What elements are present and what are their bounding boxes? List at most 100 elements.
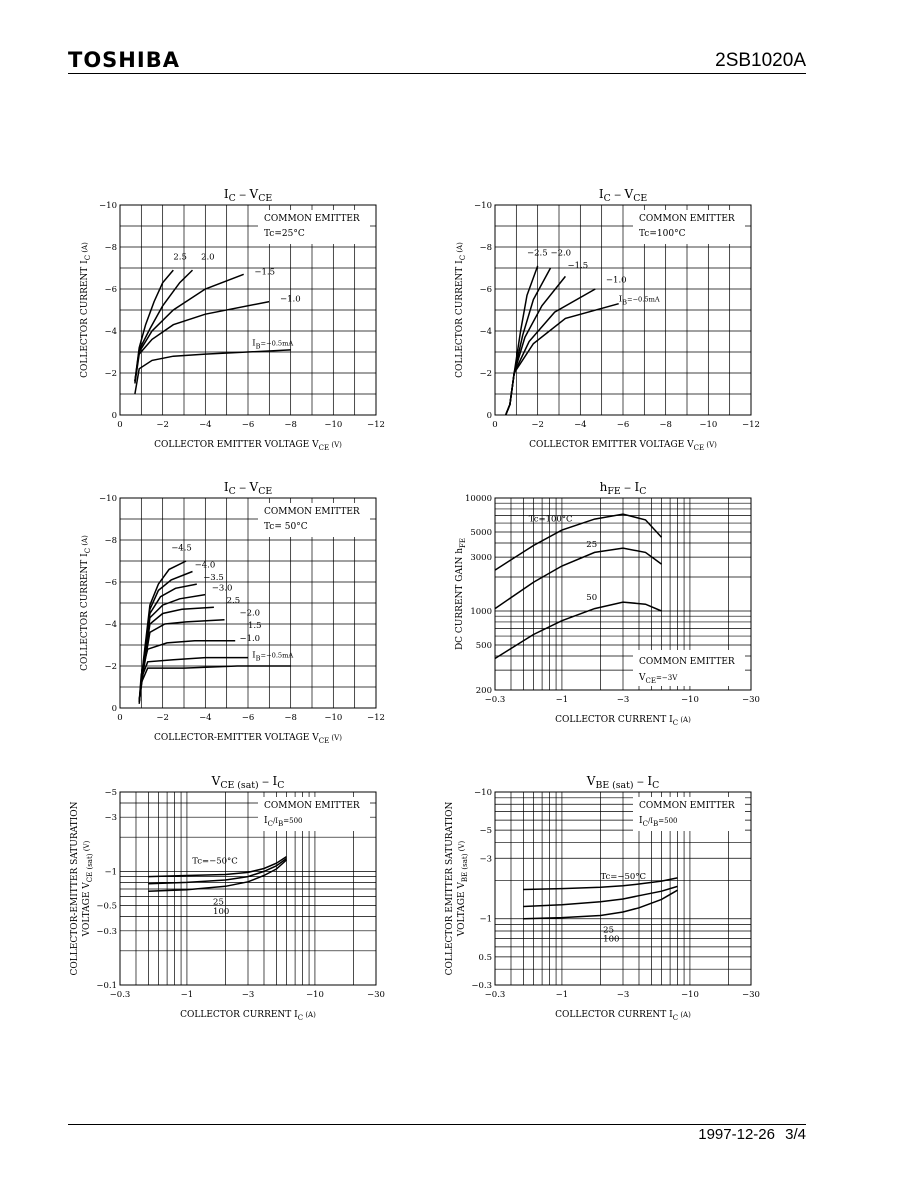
y-tick-label: 0.5 — [478, 953, 492, 963]
series-label: −2.5 — [527, 248, 548, 258]
annotation-text: COMMON EMITTER — [264, 801, 360, 811]
y-axis-label: COLLECTOR EMITTER SATURATION — [445, 801, 455, 975]
x-tick-label: −30 — [742, 990, 760, 1000]
annotation-bg — [633, 797, 745, 831]
x-tick-label: −2 — [531, 420, 544, 430]
x-tick-label: −8 — [284, 420, 297, 430]
series-label: 25 — [603, 925, 614, 935]
y-tick-label: −0.3 — [471, 981, 492, 991]
series-line-2 — [494, 601, 662, 660]
y-tick-label: −2 — [104, 369, 117, 379]
x-tick-label: 0 — [492, 420, 497, 430]
x-axis-label: COLLECTOR CURRENT IC (A) — [555, 715, 691, 727]
y-axis-label: COLLECTOR CURRENT IC (A) — [455, 242, 467, 378]
y-tick-label: −4 — [104, 327, 117, 337]
annotation-text: Tc=100°C — [639, 229, 686, 239]
series-label: 25 — [213, 898, 224, 908]
x-tick-label: −10 — [681, 695, 699, 705]
plot-frame — [494, 204, 752, 416]
y-tick-label: 0 — [112, 411, 117, 421]
series-line-2 — [148, 859, 287, 892]
plot-frame — [119, 497, 377, 709]
chart-title: IC − VCE — [599, 187, 648, 204]
series-label: IB=−0.5mA — [619, 295, 660, 307]
footer-page: 3/4 — [785, 1126, 806, 1143]
header-rule — [68, 73, 806, 74]
y-tick-label: 10000 — [465, 494, 492, 504]
x-axis-label: COLLECTOR CURRENT IC (A) — [555, 1010, 691, 1022]
annotation-bg — [633, 210, 745, 244]
annotation-bg — [258, 797, 370, 831]
x-tick-label: −10 — [681, 990, 699, 1000]
chart-title: VCE (sat) − IC — [211, 774, 285, 791]
y-tick-label: −3 — [104, 813, 117, 823]
chart-title: IC − VCE — [224, 480, 273, 497]
brand-logo: TOSHIBA — [68, 48, 180, 72]
series-label: −4.0 — [195, 560, 216, 570]
series-label: 2.0 — [201, 253, 215, 263]
ic-vce-chart-100c: 0 −2 −4 −6 −8 −10 −12 0 −2 −4 −6 −8 −10 IC − VCE COLLE… — [455, 187, 760, 452]
annotation-text: COMMON EMITTER — [639, 801, 735, 811]
y-tick-label: −0.1 — [96, 981, 117, 991]
annotation-text: IC/IB=500 — [639, 816, 678, 828]
series-label: −1.0 — [606, 276, 627, 286]
x-tick-label: −30 — [742, 695, 760, 705]
x-tick-label: −1 — [556, 695, 569, 705]
x-tick-label: −8 — [659, 420, 672, 430]
annotation-text: COMMON EMITTER — [639, 214, 735, 224]
series-label: 1.5 — [248, 621, 262, 631]
x-axis-label: COLLECTOR-EMITTER VOLTAGE VCE (V) — [154, 733, 342, 745]
series-label: 100 — [603, 935, 619, 945]
y-tick-label: −6 — [104, 285, 117, 295]
ic-vce-chart-25c: 0 −2 −4 −6 −8 −10 −12 0 −2 −4 −6 −8 −10 IC − VCE COLLE… — [80, 187, 385, 452]
y-tick-label: −6 — [104, 578, 117, 588]
series-label: 2.5 — [227, 596, 241, 606]
plot-frame — [494, 497, 752, 691]
y-tick-label: −3 — [479, 854, 492, 864]
ic-vce-chart-50c: 0 −2 −4 −6 −8 −10 −12 0 −2 −4 −6 −8 −10 IC − VCE COLLE… — [80, 480, 385, 745]
annotation-bg — [633, 650, 745, 686]
y-tick-label: 5000 — [470, 528, 492, 538]
x-tick-label: −10 — [306, 990, 324, 1000]
vbesat-ic-chart: −0.3 −1 −3 −10 −30 −0.3 0.5 −1 −3 −5 −10 VBE (sat) … — [445, 774, 760, 1022]
x-tick-label: −30 — [367, 990, 385, 1000]
x-tick-label: −10 — [324, 420, 342, 430]
plot-frame — [119, 791, 377, 986]
y-tick-label: −10 — [474, 201, 492, 211]
series-label: Tc=100°C — [529, 514, 573, 524]
series-label: −1.5 — [568, 261, 589, 271]
y-tick-label: −8 — [104, 243, 117, 253]
x-tick-label: −6 — [242, 713, 255, 723]
series-line-1 — [523, 885, 678, 908]
annotation-text: VCE=−3V — [638, 673, 678, 685]
plot-frame — [494, 791, 752, 986]
y-tick-label: 3000 — [470, 553, 492, 563]
y-tick-label: −4 — [104, 620, 117, 630]
footer: 1997-12-26 3/4 — [698, 1126, 806, 1143]
annotation-text: COMMON EMITTER — [639, 657, 735, 667]
chart-title: VBE (sat) − IC — [586, 774, 659, 791]
x-tick-label: −6 — [617, 420, 630, 430]
y-axis-label: COLLECTOR CURRENT IC (A) — [80, 242, 92, 378]
series-label: 50 — [586, 593, 597, 603]
y-tick-label: −1 — [104, 867, 117, 877]
series-line-2 — [523, 889, 678, 920]
series-label: IB=−0.5mA — [252, 651, 293, 663]
y-axis-label: COLLECTOR-EMITTER SATURATION — [70, 801, 80, 975]
x-tick-label: −3 — [617, 695, 630, 705]
x-tick-label: −3 — [617, 990, 630, 1000]
y-tick-label: −8 — [479, 243, 492, 253]
annotation-text: Tc= 50°C — [264, 522, 308, 532]
y-tick-label: 1000 — [470, 607, 492, 617]
series-label: IB=−0.5mA — [252, 339, 293, 351]
x-tick-label: −12 — [367, 420, 385, 430]
x-tick-label: −2 — [156, 420, 169, 430]
y-tick-label: −8 — [104, 536, 117, 546]
y-tick-label: −4 — [479, 327, 492, 337]
y-tick-label: −10 — [99, 494, 117, 504]
series-line-0 — [523, 877, 678, 891]
x-axis-label: COLLECTOR EMITTER VOLTAGE VCE (V) — [154, 440, 342, 452]
footer-date: 1997-12-26 — [698, 1126, 775, 1143]
series-label: 25 — [586, 540, 597, 550]
